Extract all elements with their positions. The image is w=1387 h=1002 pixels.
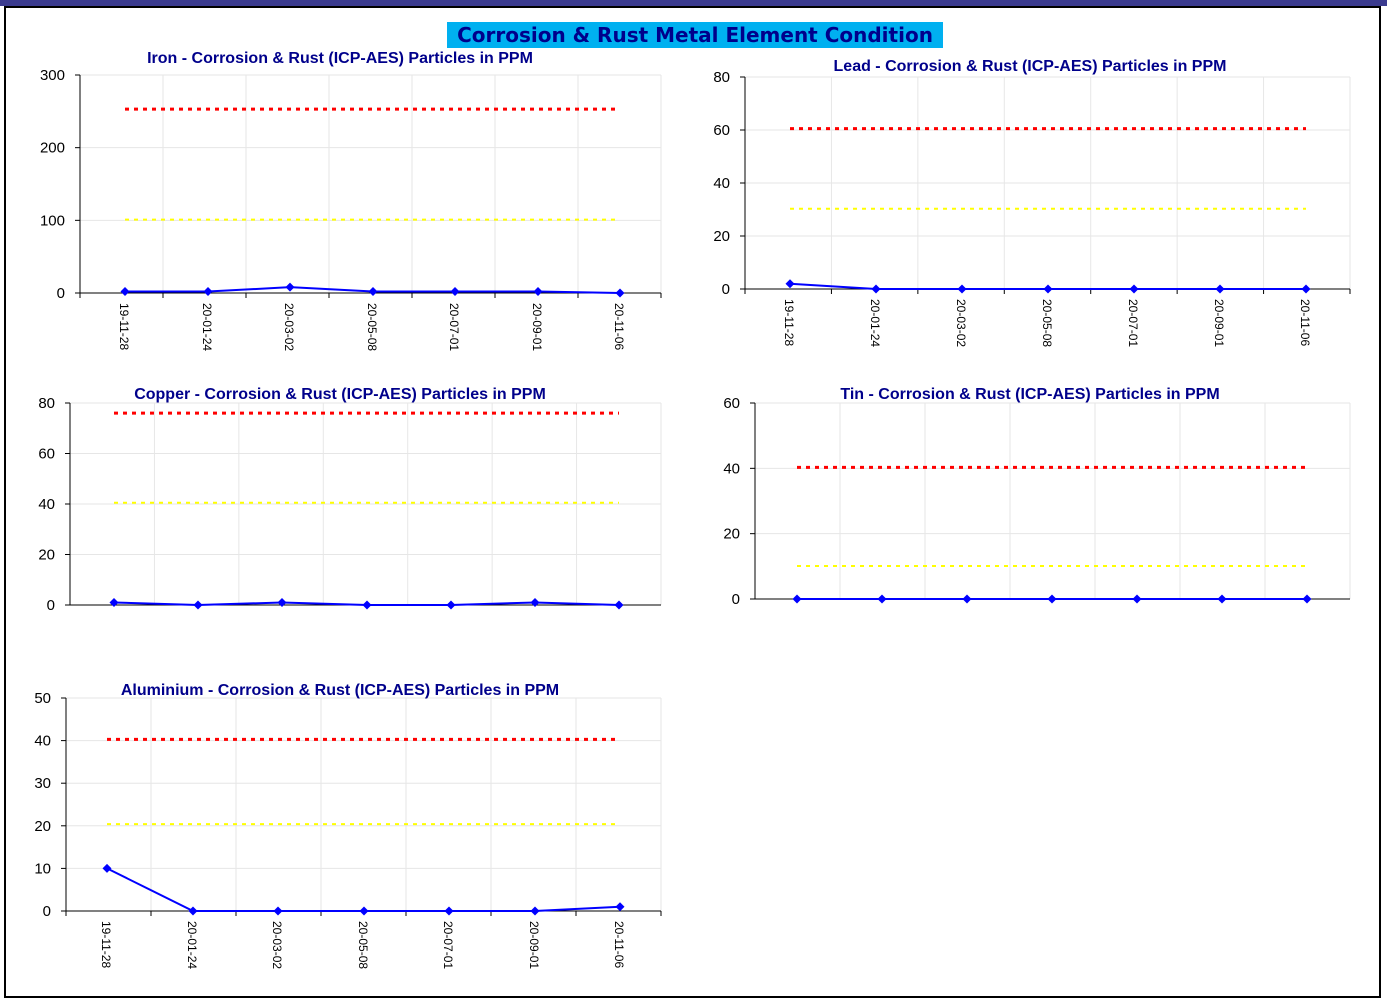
data-point	[1215, 284, 1225, 294]
x-tick-label: 20-09-01	[1212, 299, 1226, 347]
data-point	[450, 287, 460, 297]
data-point	[368, 287, 378, 297]
data-point	[1047, 594, 1057, 604]
x-tick-label: 20-09-01	[530, 303, 544, 351]
y-tick-label: 40	[713, 175, 730, 192]
y-tick-label: 30	[34, 775, 51, 792]
x-tick-label: 20-07-01	[1126, 299, 1140, 347]
y-tick-label: 10	[34, 860, 51, 877]
x-tick-label: 20-03-02	[954, 299, 968, 347]
y-tick-label: 0	[732, 591, 740, 608]
data-point	[1302, 594, 1312, 604]
data-point	[109, 597, 119, 607]
x-tick-label: 20-09-01	[527, 921, 541, 969]
data-point	[792, 594, 802, 604]
y-tick-label: 80	[713, 69, 730, 86]
y-tick-label: 300	[40, 67, 65, 84]
data-point	[957, 284, 967, 294]
data-point	[193, 600, 203, 610]
y-tick-label: 20	[38, 547, 55, 564]
top-bar	[0, 0, 1387, 6]
data-point	[615, 902, 625, 912]
data-point	[615, 288, 625, 298]
y-tick-label: 0	[722, 281, 730, 298]
data-point	[1129, 284, 1139, 294]
x-tick-label: 20-11-06	[612, 921, 626, 968]
y-tick-label: 80	[38, 395, 55, 412]
y-tick-label: 60	[723, 395, 740, 412]
data-point	[530, 597, 540, 607]
y-tick-label: 40	[723, 460, 740, 477]
x-tick-label: 20-05-08	[1040, 299, 1054, 347]
data-point	[1132, 594, 1142, 604]
data-point	[446, 600, 456, 610]
y-tick-label: 60	[38, 446, 55, 463]
x-tick-label: 20-03-02	[270, 921, 284, 969]
report-frame	[4, 6, 1381, 998]
x-tick-label: 20-11-06	[1298, 299, 1312, 346]
chart-title: Lead - Corrosion & Rust (ICP-AES) Partic…	[834, 58, 1227, 75]
data-point	[877, 594, 887, 604]
data-point	[285, 282, 295, 292]
data-point	[871, 284, 881, 294]
x-tick-label: 19-11-28	[117, 303, 131, 350]
y-tick-label: 50	[34, 690, 51, 707]
y-tick-label: 0	[43, 903, 51, 920]
chart-title: Aluminium - Corrosion & Rust (ICP-AES) P…	[121, 682, 559, 699]
data-point	[362, 600, 372, 610]
data-point	[277, 597, 287, 607]
chart-title: Copper - Corrosion & Rust (ICP-AES) Part…	[134, 386, 546, 403]
y-tick-label: 20	[34, 818, 51, 835]
x-tick-label: 20-05-08	[356, 921, 370, 969]
data-point	[614, 600, 624, 610]
x-tick-label: 20-11-06	[612, 303, 626, 350]
y-tick-label: 200	[40, 140, 65, 157]
y-tick-label: 100	[40, 212, 65, 229]
chart-title: Iron - Corrosion & Rust (ICP-AES) Partic…	[147, 50, 533, 67]
data-point	[359, 906, 369, 916]
data-point	[120, 287, 130, 297]
data-point	[273, 906, 283, 916]
x-tick-label: 20-01-24	[200, 303, 214, 351]
x-tick-label: 20-01-24	[185, 921, 199, 969]
data-point	[102, 863, 112, 873]
data-point	[1043, 284, 1053, 294]
y-tick-label: 60	[713, 122, 730, 139]
data-point	[203, 287, 213, 297]
data-point	[444, 906, 454, 916]
data-point	[1301, 284, 1311, 294]
x-tick-label: 20-07-01	[447, 303, 461, 351]
data-point	[530, 906, 540, 916]
data-point	[188, 906, 198, 916]
data-point	[533, 287, 543, 297]
x-tick-label: 20-01-24	[868, 299, 882, 347]
x-tick-label: 19-11-28	[782, 299, 796, 346]
data-point	[962, 594, 972, 604]
data-point	[1217, 594, 1227, 604]
y-tick-label: 0	[47, 597, 55, 614]
x-tick-label: 20-03-02	[282, 303, 296, 351]
y-tick-label: 40	[38, 496, 55, 513]
y-tick-label: 20	[713, 228, 730, 245]
page-title: Corrosion & Rust Metal Element Condition	[447, 22, 943, 48]
x-tick-label: 20-07-01	[441, 921, 455, 969]
x-tick-label: 19-11-28	[99, 921, 113, 968]
data-point	[785, 279, 795, 289]
y-tick-label: 0	[57, 285, 65, 302]
y-tick-label: 40	[34, 733, 51, 750]
chart-title: Tin - Corrosion & Rust (ICP-AES) Particl…	[840, 386, 1219, 403]
x-tick-label: 20-05-08	[365, 303, 379, 351]
series-line	[106, 867, 621, 912]
y-tick-label: 20	[723, 526, 740, 543]
